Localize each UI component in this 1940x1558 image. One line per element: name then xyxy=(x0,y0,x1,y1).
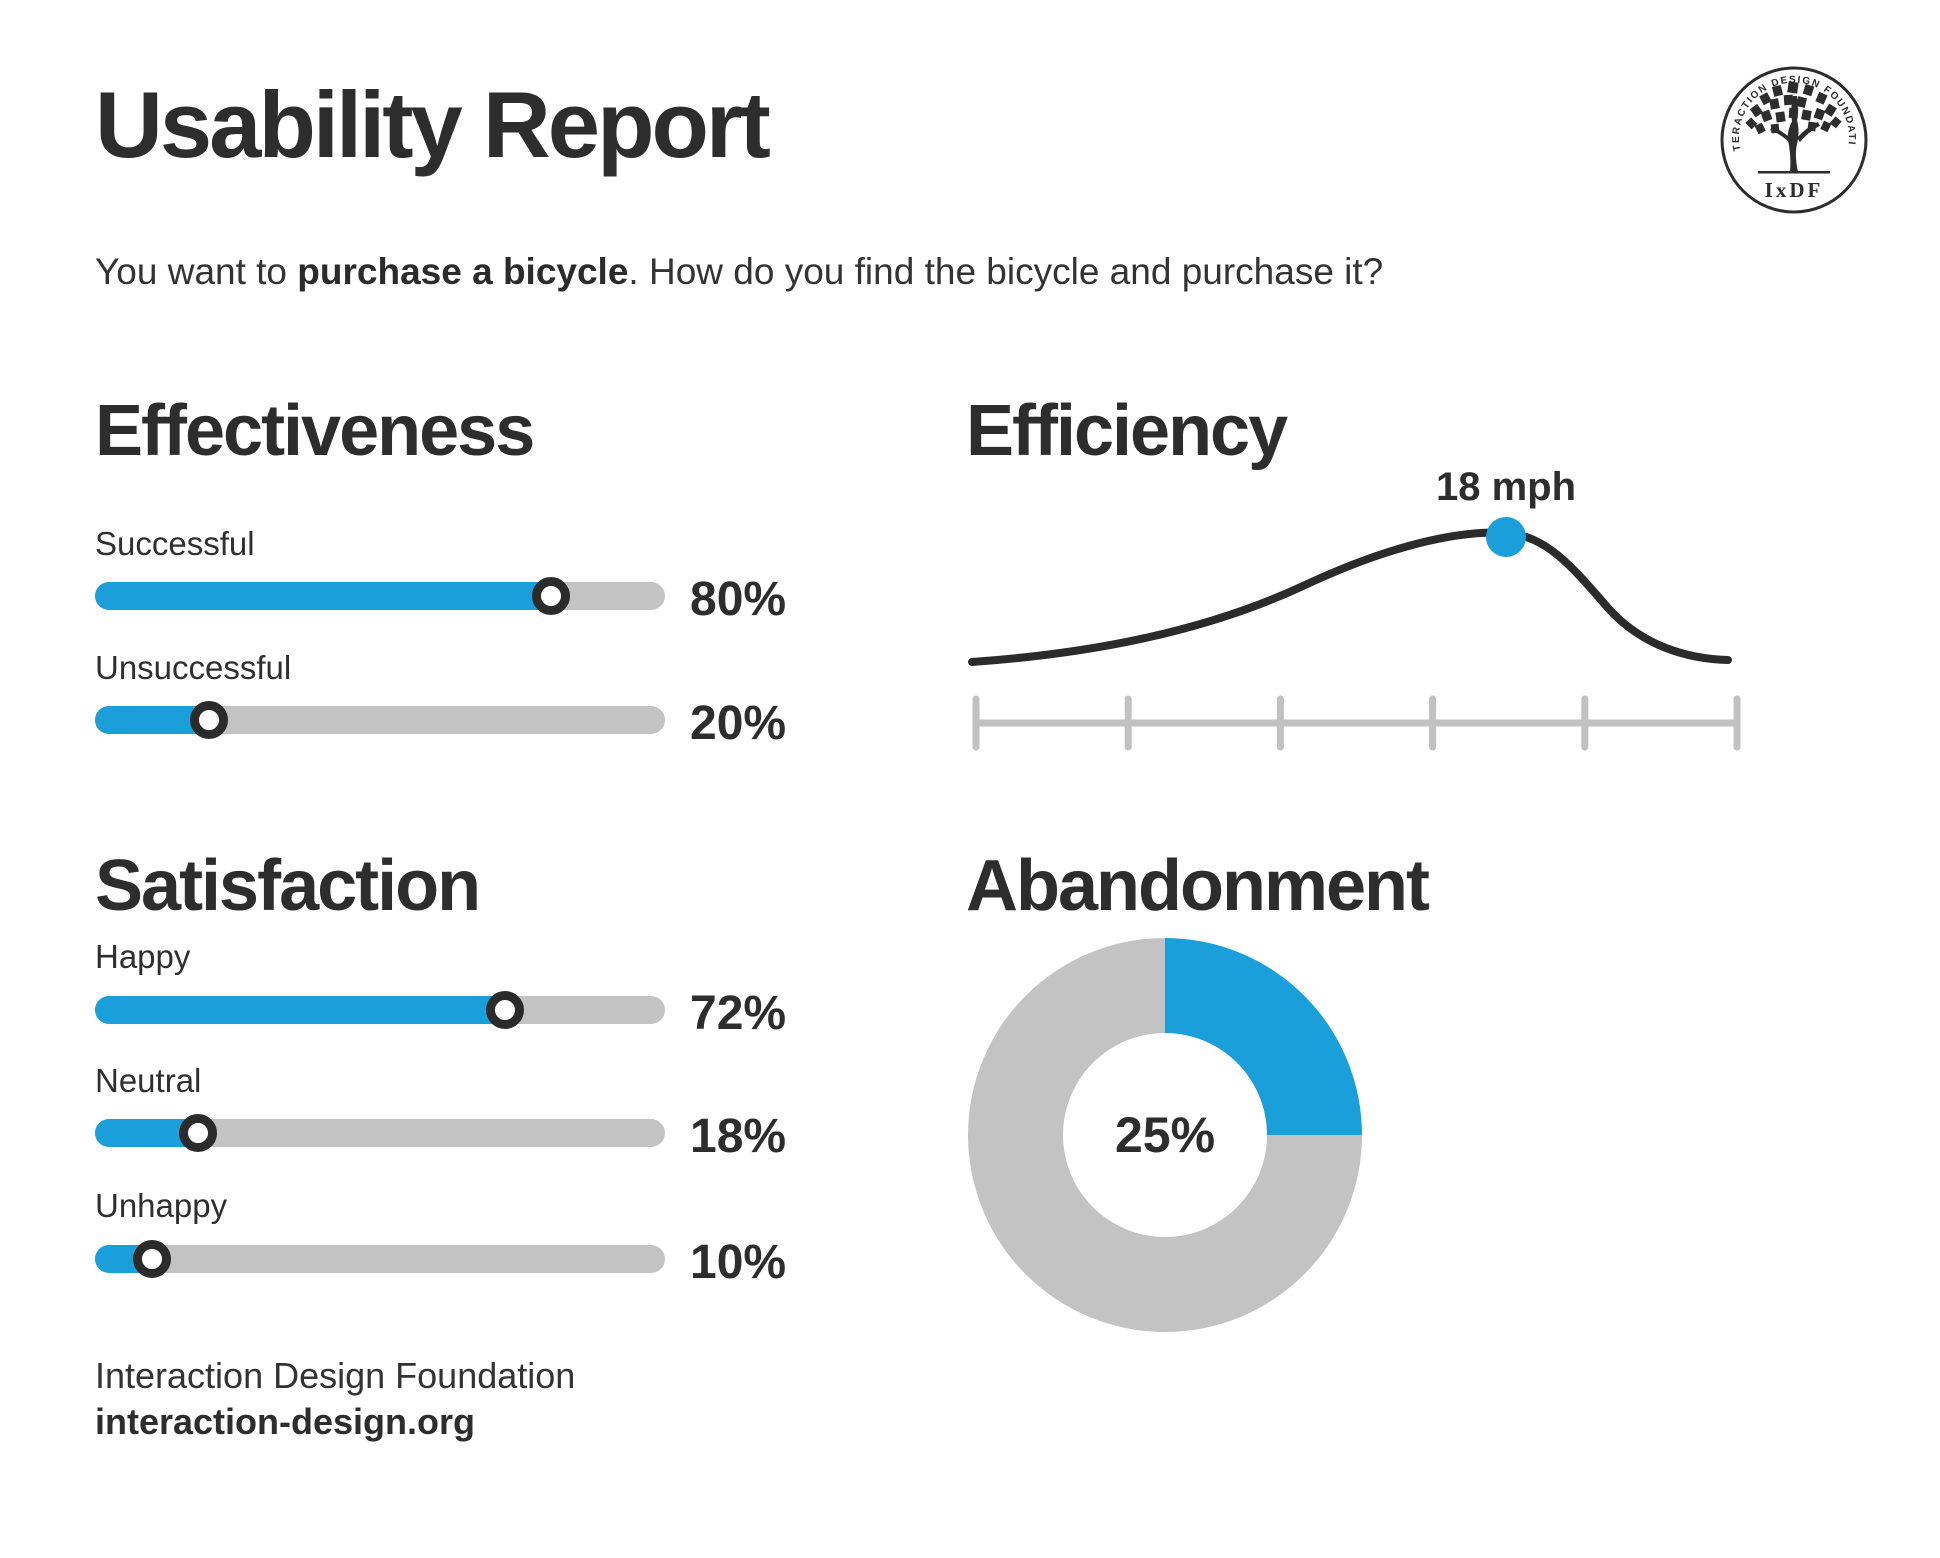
slider-knob-happy[interactable] xyxy=(486,991,525,1029)
slider-knob-unhappy[interactable] xyxy=(133,1240,171,1278)
satisfaction-heading: Satisfaction xyxy=(95,846,481,926)
footer-org-name: Interaction Design Foundation xyxy=(95,1355,576,1396)
slider-track-neutral[interactable] xyxy=(95,1114,665,1152)
abandonment-percent-value: 25% xyxy=(1114,1107,1216,1163)
footer-website[interactable]: interaction-design.org xyxy=(95,1401,476,1442)
subtitle-suffix: . How do you find the bicycle and purcha… xyxy=(628,251,1384,292)
slider-label-unsuccessful: Unsuccessful xyxy=(95,649,292,686)
abandonment-heading: Abandonment xyxy=(966,846,1430,926)
ixdf-logo: INTERACTION DESIGN FOUNDATION xyxy=(1713,56,1870,216)
efficiency-axis xyxy=(972,695,1741,751)
ixdf-seal-icon: INTERACTION DESIGN FOUNDATION xyxy=(1713,56,1868,214)
page-title: Usability Report xyxy=(95,72,771,177)
donut-hole: 25% xyxy=(1063,1033,1267,1237)
neutral-percent-value: 18% xyxy=(690,1110,787,1163)
successful-percent-value: 80% xyxy=(690,573,787,626)
slider-track-happy[interactable] xyxy=(95,991,665,1029)
slider-label-neutral: Neutral xyxy=(95,1062,202,1099)
scenario-subtitle: You want to purchase a bicycle. How do y… xyxy=(95,253,1383,290)
happy-percent-value: 72% xyxy=(690,987,787,1040)
slider-label-happy: Happy xyxy=(95,938,191,975)
slider-track-unsuccessful[interactable] xyxy=(95,701,665,739)
slider-label-unhappy: Unhappy xyxy=(95,1187,228,1224)
slider-track-successful[interactable] xyxy=(95,577,665,615)
tree-icon xyxy=(1745,81,1842,174)
subtitle-prefix: You want to xyxy=(95,251,298,292)
peak-speed-label: 18 mph xyxy=(1436,465,1576,509)
efficiency-heading: Efficiency xyxy=(966,391,1288,471)
logo-abbr-text: IxDF xyxy=(1765,178,1824,202)
slider-fill xyxy=(95,996,506,1024)
slider-track-unhappy[interactable] xyxy=(95,1240,665,1278)
slider-knob-unsuccessful[interactable] xyxy=(190,701,228,739)
efficiency-curve xyxy=(968,528,1732,666)
subtitle-task: purchase a bicycle xyxy=(297,251,629,292)
unsuccessful-percent-value: 20% xyxy=(690,697,787,750)
slider-knob-successful[interactable] xyxy=(532,577,570,615)
abandonment-donut-chart: 25% xyxy=(968,938,1362,1332)
slider-label-successful: Successful xyxy=(95,525,255,562)
peak-speed-dot xyxy=(1486,517,1526,557)
slider-knob-neutral[interactable] xyxy=(178,1114,217,1152)
efficiency-chart: 18 mph xyxy=(958,450,1748,770)
unhappy-percent-value: 10% xyxy=(690,1236,787,1289)
slider-fill xyxy=(95,582,551,610)
effectiveness-heading: Effectiveness xyxy=(95,391,535,471)
